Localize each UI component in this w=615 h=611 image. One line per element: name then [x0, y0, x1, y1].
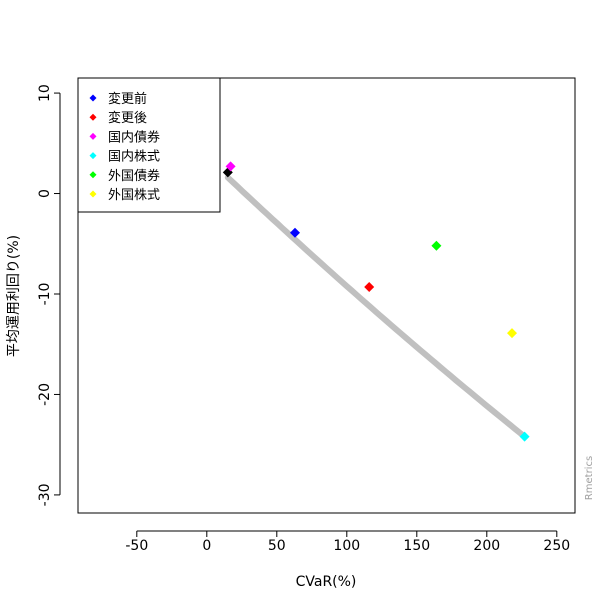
- x-tick-label: 200: [473, 538, 500, 554]
- legend-label-6: 外国株式: [108, 188, 160, 203]
- y-axis: -30 -20 -10 0 10: [37, 84, 61, 506]
- legend-label-1: 変更前: [108, 91, 147, 107]
- frontier-line-group: [224, 174, 528, 440]
- x-tick-label: 250: [543, 538, 570, 554]
- point-3: [225, 161, 236, 172]
- y-tick-label: 0: [37, 189, 53, 198]
- x-axis: -50 0 50 100 150 200 250: [125, 530, 570, 554]
- x-tick-label: 0: [202, 538, 211, 554]
- legend-label-5: 外国債券: [108, 168, 160, 184]
- y-tick-label: -10: [37, 283, 53, 306]
- y-tick-label: -20: [37, 383, 53, 406]
- legend-marker-6: [89, 190, 97, 198]
- point-5: [431, 240, 442, 251]
- y-axis-title: 平均運用利回り(%): [6, 235, 22, 357]
- point-4: [519, 431, 530, 442]
- legend-label-4: 国内株式: [108, 149, 160, 165]
- legend-marker-3: [89, 132, 97, 140]
- legend-marker-4: [89, 152, 97, 160]
- legend-label-3: 国内債券: [108, 129, 160, 145]
- legend-box: [77, 77, 221, 213]
- plot-frame: [77, 77, 576, 514]
- rmetrics-watermark: Rmetrics: [584, 456, 595, 500]
- points-group: [222, 161, 530, 442]
- x-tick-label: 50: [268, 538, 286, 554]
- legend-label-2: 変更後: [108, 110, 147, 126]
- y-tick-label: 10: [37, 84, 53, 102]
- x-tick-label: -50: [125, 538, 148, 554]
- legend-marker-2: [89, 113, 97, 121]
- legend-marker-5: [89, 171, 97, 179]
- legend-marker-1: [89, 94, 97, 102]
- point-1: [290, 227, 300, 238]
- efficient-frontier-line: [224, 174, 528, 440]
- x-axis-title: CVaR(%): [296, 574, 357, 590]
- x-tick-label: 100: [333, 538, 360, 554]
- point-6: [507, 328, 517, 339]
- point-2: [364, 281, 375, 292]
- x-tick-label: 150: [403, 538, 430, 554]
- y-tick-label: -30: [37, 483, 53, 506]
